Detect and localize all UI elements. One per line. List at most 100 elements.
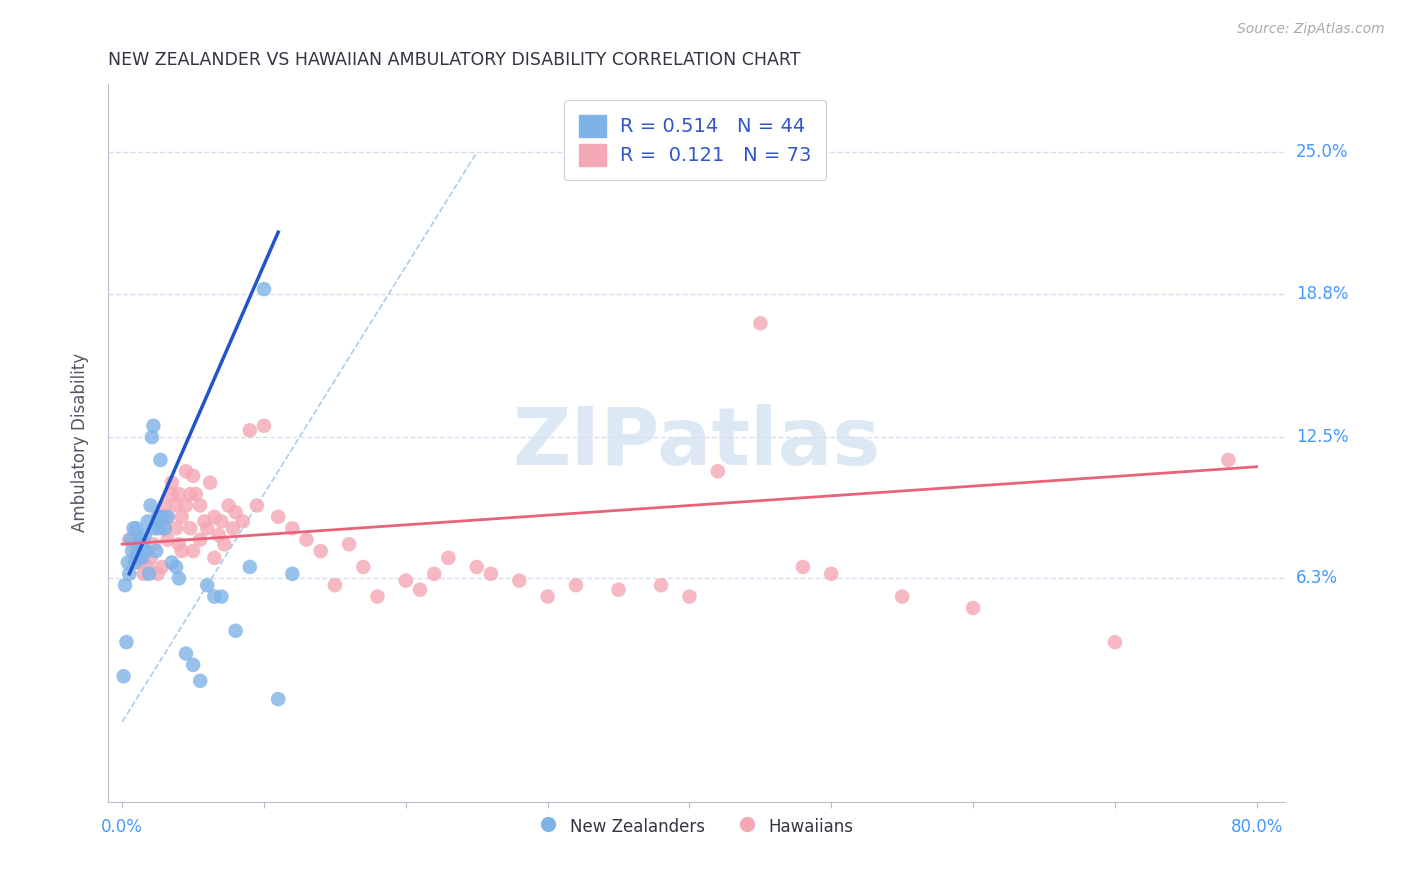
- Point: [165, 521, 187, 535]
- Point: [132, 541, 155, 556]
- Point: [198, 475, 221, 490]
- Point: [352, 560, 374, 574]
- Point: [170, 509, 193, 524]
- Point: [141, 430, 163, 444]
- Point: [309, 544, 332, 558]
- Point: [188, 499, 211, 513]
- Point: [115, 635, 138, 649]
- Point: [132, 566, 155, 581]
- Text: 12.5%: 12.5%: [1296, 428, 1348, 446]
- Point: [142, 537, 165, 551]
- Point: [124, 556, 146, 570]
- Point: [139, 550, 162, 565]
- Point: [281, 566, 304, 581]
- Point: [193, 515, 215, 529]
- Point: [395, 574, 418, 588]
- Point: [118, 566, 141, 581]
- Point: [156, 533, 179, 547]
- Point: [148, 521, 170, 535]
- Point: [121, 544, 143, 558]
- Point: [149, 453, 172, 467]
- Point: [146, 509, 169, 524]
- Point: [465, 560, 488, 574]
- Point: [267, 509, 290, 524]
- Point: [165, 499, 187, 513]
- Point: [607, 582, 630, 597]
- Point: [962, 601, 984, 615]
- Point: [167, 487, 190, 501]
- Point: [253, 282, 276, 296]
- Point: [142, 418, 165, 433]
- Point: [125, 544, 148, 558]
- Point: [218, 499, 240, 513]
- Point: [160, 487, 183, 501]
- Point: [281, 521, 304, 535]
- Point: [134, 528, 156, 542]
- Point: [160, 475, 183, 490]
- Point: [135, 544, 157, 558]
- Point: [225, 624, 247, 638]
- Text: 6.3%: 6.3%: [1296, 569, 1339, 587]
- Point: [195, 578, 218, 592]
- Point: [125, 521, 148, 535]
- Point: [214, 537, 236, 551]
- Point: [181, 468, 204, 483]
- Point: [136, 515, 159, 529]
- Point: [156, 509, 179, 524]
- Point: [112, 669, 135, 683]
- Point: [160, 556, 183, 570]
- Point: [174, 464, 197, 478]
- Point: [508, 574, 530, 588]
- Point: [239, 423, 262, 437]
- Point: [167, 571, 190, 585]
- Text: 0.0%: 0.0%: [101, 818, 143, 836]
- Point: [423, 566, 446, 581]
- Point: [536, 590, 558, 604]
- Point: [122, 521, 145, 535]
- Point: [707, 464, 730, 478]
- Point: [165, 560, 187, 574]
- Point: [337, 537, 360, 551]
- Point: [650, 578, 672, 592]
- Point: [138, 566, 160, 581]
- Point: [114, 578, 136, 592]
- Point: [118, 533, 141, 547]
- Point: [253, 418, 276, 433]
- Point: [209, 515, 232, 529]
- Text: Source: ZipAtlas.com: Source: ZipAtlas.com: [1237, 22, 1385, 37]
- Point: [820, 566, 842, 581]
- Point: [891, 590, 914, 604]
- Point: [181, 657, 204, 672]
- Point: [127, 549, 149, 563]
- Point: [153, 521, 176, 535]
- Point: [1104, 635, 1126, 649]
- Point: [167, 537, 190, 551]
- Point: [174, 499, 197, 513]
- Point: [437, 550, 460, 565]
- Point: [749, 316, 772, 330]
- Point: [145, 544, 167, 558]
- Point: [239, 560, 262, 574]
- Point: [128, 537, 150, 551]
- Point: [139, 499, 162, 513]
- Point: [170, 544, 193, 558]
- Point: [181, 544, 204, 558]
- Point: [267, 692, 290, 706]
- Point: [156, 509, 179, 524]
- Point: [222, 521, 245, 535]
- Point: [136, 560, 159, 574]
- Point: [202, 590, 225, 604]
- Text: NEW ZEALANDER VS HAWAIIAN AMBULATORY DISABILITY CORRELATION CHART: NEW ZEALANDER VS HAWAIIAN AMBULATORY DIS…: [108, 51, 800, 69]
- Point: [323, 578, 346, 592]
- Y-axis label: Ambulatory Disability: Ambulatory Disability: [72, 353, 89, 533]
- Point: [366, 590, 388, 604]
- Text: ZIPatlas: ZIPatlas: [512, 404, 880, 482]
- Point: [120, 533, 142, 547]
- Point: [150, 560, 173, 574]
- Point: [179, 487, 201, 501]
- Legend: New Zealanders, Hawaiians: New Zealanders, Hawaiians: [533, 810, 860, 844]
- Point: [209, 590, 232, 604]
- Point: [117, 556, 139, 570]
- Point: [150, 509, 173, 524]
- Point: [246, 499, 269, 513]
